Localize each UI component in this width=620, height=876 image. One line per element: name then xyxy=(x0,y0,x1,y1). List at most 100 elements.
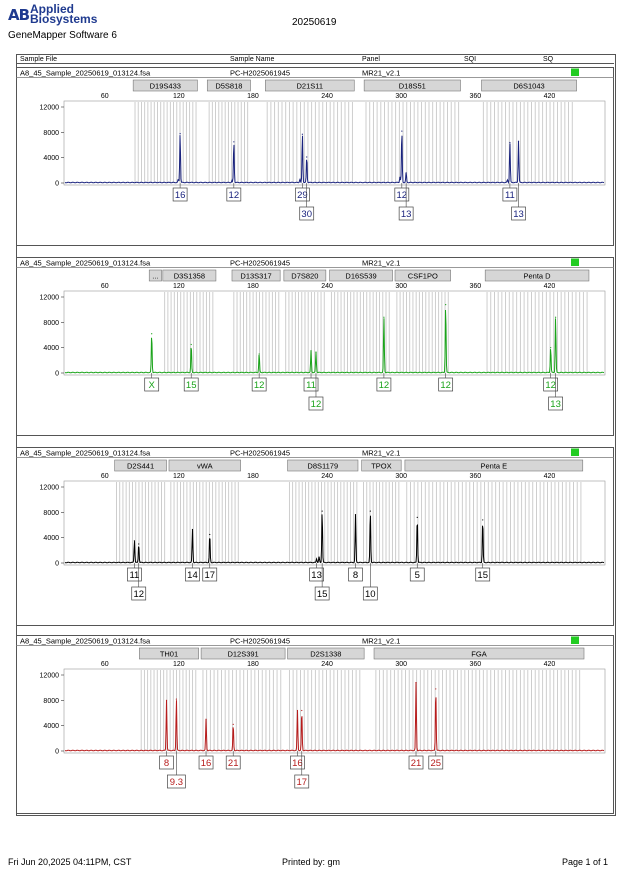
marker-d21s11 xyxy=(265,79,355,92)
allele-label: 12 xyxy=(397,190,408,201)
x-tick-label: 360 xyxy=(469,283,481,290)
marker-d19s433 xyxy=(132,79,198,92)
peak-apex xyxy=(301,133,303,135)
allele-box xyxy=(172,187,188,202)
panel-name: MR21_v2.1 xyxy=(362,449,400,458)
marker-label: D2S441 xyxy=(127,462,154,471)
x-tick-label: 360 xyxy=(469,661,481,668)
x-tick-label: 60 xyxy=(101,473,109,480)
ladder-bins xyxy=(164,292,588,373)
panel-frame xyxy=(16,257,614,436)
marker-label: Penta E xyxy=(480,462,507,471)
ladder-bins xyxy=(140,670,581,751)
allele-box xyxy=(394,187,410,202)
allele-label: 11 xyxy=(129,570,139,581)
col-sample-name: Sample Name xyxy=(230,56,275,63)
trace-green xyxy=(64,309,605,374)
allele-box xyxy=(198,755,214,770)
x-tick-label: 300 xyxy=(395,473,407,480)
allele-box xyxy=(226,187,242,202)
company-line2: Biosystems xyxy=(30,12,98,26)
panel-name: MR21_v2.1 xyxy=(362,637,400,646)
marker-d12s391 xyxy=(200,647,286,660)
allele-box xyxy=(185,567,200,582)
allele-label: 12 xyxy=(229,190,240,201)
marker-label: FGA xyxy=(471,650,486,659)
report-date: 20250619 xyxy=(292,17,337,28)
marker-label: D16S539 xyxy=(345,272,376,281)
panel-name: MR21_v2.1 xyxy=(362,69,400,78)
allele-box xyxy=(303,377,319,392)
y-tick-label: 8000 xyxy=(43,320,59,327)
peak-apex xyxy=(306,156,308,158)
peak-apex xyxy=(231,180,233,182)
col-sq: SQ xyxy=(543,56,554,63)
allele-label: 13 xyxy=(550,399,561,410)
sq-status-icon xyxy=(571,448,579,456)
marker-label: D7S820 xyxy=(291,272,318,281)
marker-label: D5S818 xyxy=(215,82,242,91)
marker-fga xyxy=(373,647,585,660)
sample-name: PC-H2025061945 xyxy=(230,449,290,458)
marker-d2s441 xyxy=(114,459,167,472)
peak-apex xyxy=(151,333,153,335)
sample-name: PC-H2025061945 xyxy=(230,69,290,78)
allele-label: 16 xyxy=(201,758,212,769)
peak-apex xyxy=(296,709,299,712)
marker-d2s1338 xyxy=(287,647,365,660)
allele-box xyxy=(543,377,559,392)
allele-label: 13 xyxy=(513,209,524,220)
marker-label: D12S391 xyxy=(227,650,258,659)
sample-name: PC-H2025061945 xyxy=(230,259,290,268)
y-tick-label: 8000 xyxy=(43,698,59,705)
marker-csf1po xyxy=(394,269,451,282)
peak-apex xyxy=(435,688,437,690)
marker-d16s539 xyxy=(329,269,393,282)
sample-file: A8_45_Sample_20250619_013124.fsa xyxy=(20,449,151,458)
marker-d13s317 xyxy=(231,269,281,282)
x-tick-label: 360 xyxy=(469,93,481,100)
y-tick-label: 0 xyxy=(55,371,59,378)
marker-label: vWA xyxy=(197,462,213,471)
y-tick-label: 0 xyxy=(55,561,59,568)
allele-label: 16 xyxy=(292,758,303,769)
peak-apex xyxy=(190,343,192,346)
y-tick-label: 8000 xyxy=(43,130,59,137)
allele-box xyxy=(409,567,425,582)
x-tick-label: 180 xyxy=(247,93,259,100)
x-tick-label: 180 xyxy=(247,661,259,668)
col-sample-file: Sample File xyxy=(20,56,57,63)
sq-status-icon xyxy=(571,258,579,266)
marker-label: D18S51 xyxy=(399,82,426,91)
x-tick-label: 240 xyxy=(321,93,333,100)
allele-box xyxy=(295,187,310,202)
allele-box xyxy=(428,755,444,770)
x-tick-label: 120 xyxy=(173,93,185,100)
allele-label: 21 xyxy=(411,758,422,769)
allele-label: 8 xyxy=(164,758,169,769)
peak-apex xyxy=(299,179,301,181)
allele-box xyxy=(408,755,424,770)
allele-label: 5 xyxy=(415,570,420,581)
panel-frame xyxy=(16,447,614,626)
marker-th01 xyxy=(139,647,199,660)
allele-label: 12 xyxy=(311,399,322,410)
x-tick-label: 420 xyxy=(544,661,556,668)
allele-label: 29 xyxy=(297,190,308,201)
allele-box xyxy=(314,586,330,601)
marker-penta-e xyxy=(404,459,584,472)
sq-status-icon xyxy=(571,68,579,76)
peak-apex xyxy=(405,172,407,174)
company-line1: Applied xyxy=(30,2,74,16)
panel-name: MR21_v2.1 xyxy=(362,259,400,268)
peak-apex xyxy=(209,533,211,536)
peak-apex xyxy=(482,519,484,521)
x-tick-label: 120 xyxy=(173,283,185,290)
sq-status-icon xyxy=(571,636,579,644)
x-tick-label: 120 xyxy=(173,473,185,480)
peak-apex xyxy=(415,682,417,684)
allele-label: 12 xyxy=(379,380,390,391)
marker-label: ... xyxy=(152,272,158,281)
allele-label: 16 xyxy=(175,190,186,201)
